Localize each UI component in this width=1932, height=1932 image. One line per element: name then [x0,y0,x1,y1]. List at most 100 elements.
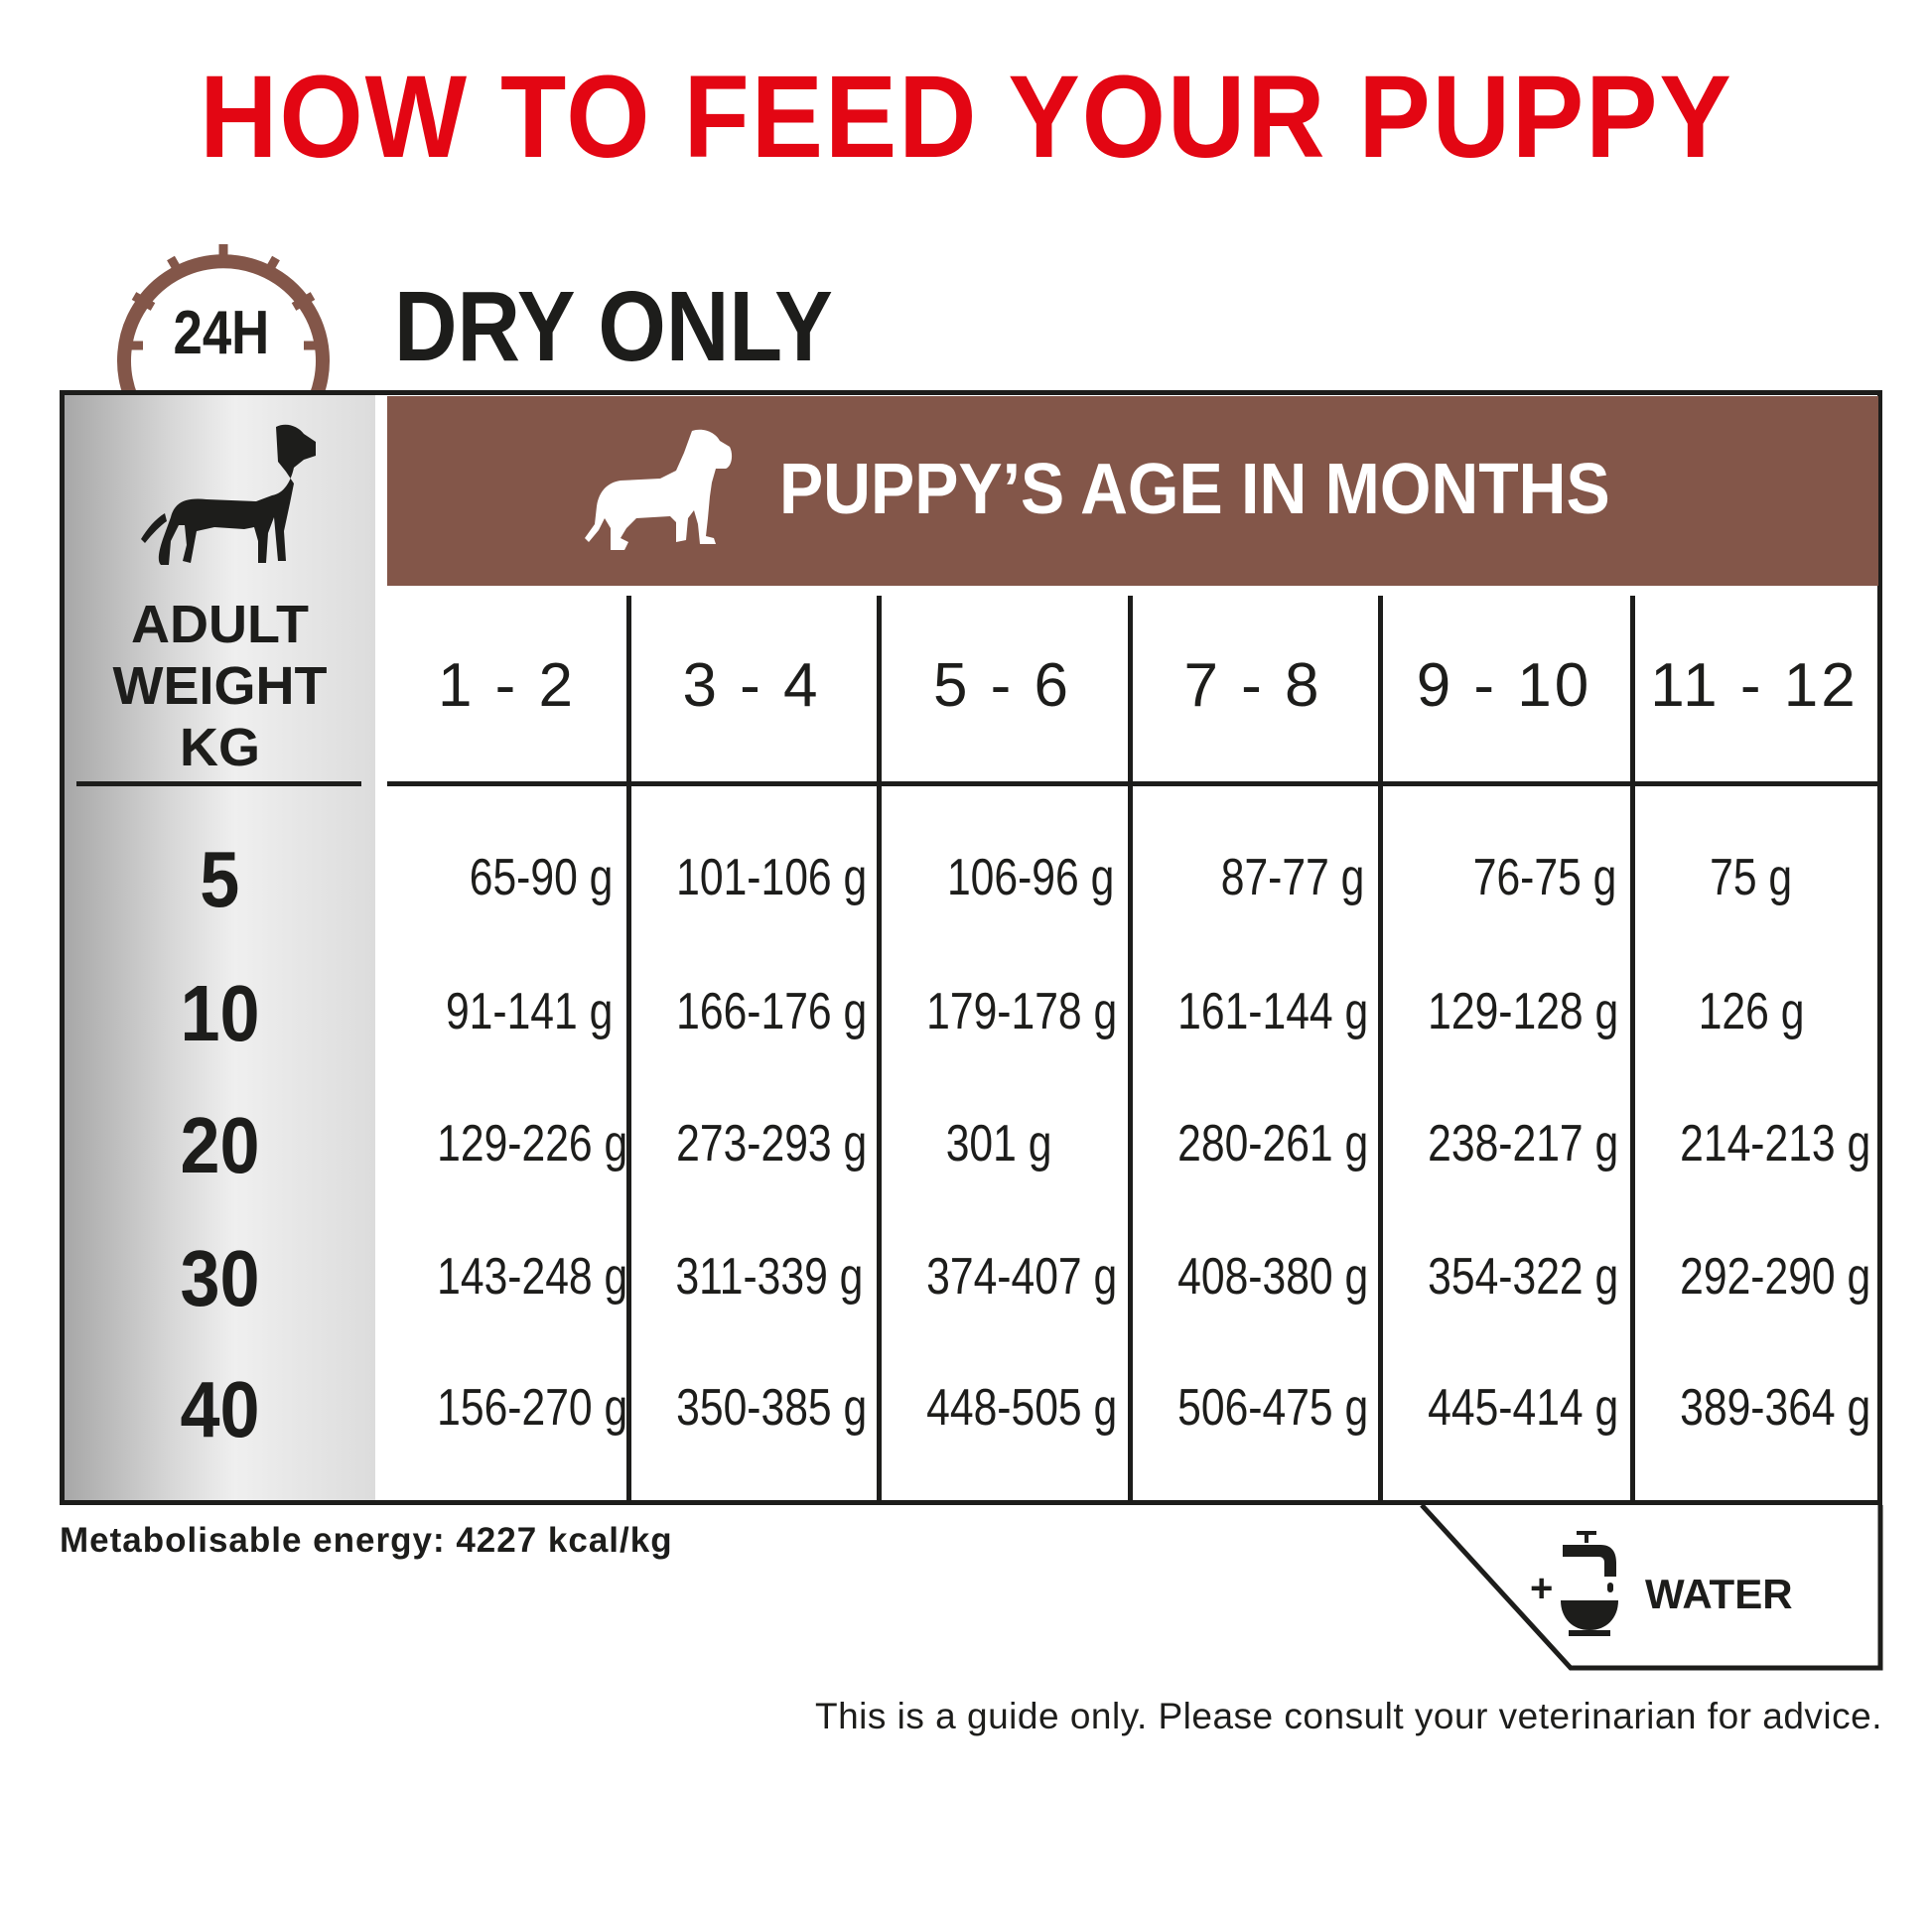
page-title: HOW TO FEED YOUR PUPPY [0,50,1932,185]
cell-value: 448-505 g [926,1379,1118,1437]
table-cell: 301 g [885,1114,1114,1173]
weight-value: 20 [65,1100,375,1191]
cell-value: 350-385 g [676,1379,868,1437]
clock-label: 24H [149,298,293,368]
cell-value: 301 g [946,1115,1052,1173]
table-cell: 350-385 g [634,1378,867,1438]
clock-text: 24H [173,299,269,367]
weight-value: 10 [65,968,375,1059]
adult-dog-icon [141,424,316,565]
cell-value: 161-144 g [1177,983,1369,1040]
table-cell: 389-364 g [1638,1378,1870,1438]
table-cell: 445-414 g [1386,1378,1619,1438]
table-cell: 129-128 g [1386,982,1618,1041]
table-cell: 126 g [1638,982,1864,1041]
cell-value: 354-322 g [1428,1248,1619,1306]
age-column-header: 3 - 4 [682,651,821,720]
feeding-mode-text: DRY ONLY [394,271,833,382]
water-plus: + [1530,1567,1554,1610]
water-tap-bowl-icon [1561,1531,1618,1636]
feeding-mode: DRY ONLY [394,270,893,384]
cell-value: 87-77 g [1220,849,1364,906]
table-cell: 408-380 g [1136,1247,1368,1307]
cell-value: 129-226 g [437,1115,628,1173]
column-divider [877,596,882,1503]
age-row-divider [387,781,1878,786]
weight-value-text: 5 [200,835,240,923]
cell-value: 292-290 g [1680,1248,1871,1306]
table-cell: 161-144 g [1136,982,1368,1041]
weight-label-line: KG [180,718,260,777]
cell-value: 156-270 g [437,1379,628,1437]
weight-value-text: 40 [180,1365,260,1453]
weight-value-text: 10 [180,969,260,1057]
weight-value: 30 [65,1233,375,1324]
weight-value: 40 [65,1364,375,1455]
age-column-header: 9 - 10 [1416,651,1592,720]
table-cell: 280-261 g [1136,1114,1368,1173]
weight-column [65,395,375,1500]
cell-value: 214-213 g [1680,1115,1871,1173]
table-cell: 156-270 g [395,1378,627,1438]
cell-value: 76-75 g [1472,849,1616,906]
cell-value: 106-96 g [946,849,1114,906]
table-cell: 214-213 g [1638,1114,1870,1173]
clock-24h-icon [117,244,330,397]
table-cell: 76-75 g [1386,848,1616,907]
cell-value: 101-106 g [676,849,868,906]
table-cell: 292-290 g [1638,1247,1870,1307]
weight-value-text: 20 [180,1101,260,1189]
table-cell: 448-505 g [885,1378,1118,1438]
cell-value: 374-407 g [926,1248,1118,1306]
table-cell: 143-248 g [395,1247,627,1307]
weight-label-line: ADULT [131,595,309,654]
table-cell: 106-96 g [885,848,1114,907]
weight-label-line: WEIGHT [112,656,328,716]
table-cell: 506-475 g [1136,1378,1368,1438]
table-cell: 129-226 g [395,1114,627,1173]
cell-value: 445-414 g [1428,1379,1619,1437]
title-text: HOW TO FEED YOUR PUPPY [199,52,1733,183]
cell-value: 238-217 g [1428,1115,1619,1173]
cell-value: 179-178 g [926,983,1118,1040]
cell-value: 91-141 g [445,983,613,1040]
weight-value: 5 [65,834,375,925]
weight-value-text: 30 [180,1234,260,1322]
table-cell: 179-178 g [885,982,1118,1041]
disclaimer: This is a guide only. Please consult you… [814,1696,1882,1736]
water-box [1420,1503,1883,1671]
table-cell: 354-322 g [1386,1247,1619,1307]
cell-value: 65-90 g [469,849,613,906]
table-cell: 87-77 g [1136,848,1364,907]
column-divider [1128,596,1133,1503]
table-cell: 65-90 g [395,848,613,907]
cell-value: 389-364 g [1680,1379,1871,1437]
puppy-icon [585,429,733,550]
column-divider [1378,596,1383,1503]
cell-value: 75 g [1710,849,1793,906]
cell-value: 166-176 g [676,983,868,1040]
table-cell: 273-293 g [634,1114,867,1173]
table-cell: 101-106 g [634,848,867,907]
table-cell: 311-339 g [634,1247,863,1307]
column-divider [626,596,631,1503]
water-label: WATER [1645,1571,1793,1617]
energy-note: Metabolisable energy: 4227 kcal/kg [60,1521,673,1560]
weight-label: ADULT WEIGHT KG [65,594,375,778]
cell-value: 280-261 g [1177,1115,1369,1173]
age-column-header: 11 - 12 [1650,651,1859,720]
cell-value: 506-475 g [1177,1379,1369,1437]
cell-value: 408-380 g [1177,1248,1369,1306]
age-column-header: 5 - 6 [932,651,1072,720]
cell-value: 273-293 g [676,1115,868,1173]
age-header-text: PUPPY’S AGE IN MONTHS [779,450,1610,529]
cell-value: 311-339 g [675,1248,864,1306]
table-cell: 166-176 g [634,982,867,1041]
weight-label-divider [76,781,361,786]
age-column-header: 7 - 8 [1183,651,1322,720]
table-cell: 374-407 g [885,1247,1118,1307]
column-divider [1630,596,1635,1503]
table-cell: 238-217 g [1386,1114,1619,1173]
age-column-header: 1 - 2 [437,651,577,720]
table-cell: 91-141 g [395,982,613,1041]
